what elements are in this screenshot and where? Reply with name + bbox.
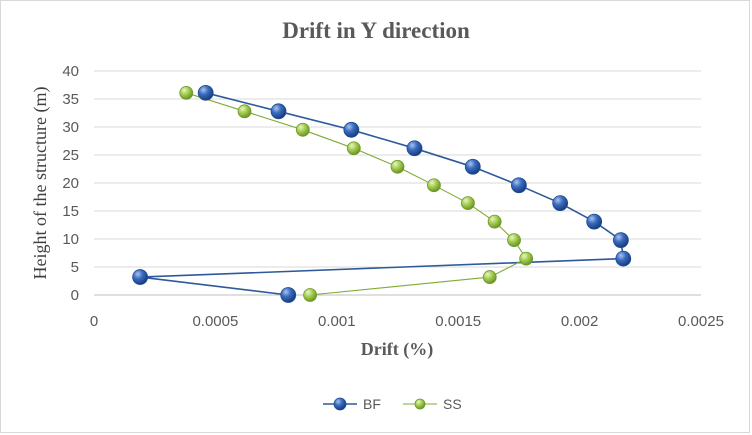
data-point-bf bbox=[406, 140, 423, 157]
x-tick-label: 0.002 bbox=[561, 313, 599, 330]
y-tick-label: 5 bbox=[71, 259, 79, 276]
data-point-bf bbox=[197, 84, 214, 101]
y-tick-label: 20 bbox=[62, 175, 79, 192]
axes: 0 5 10 15 20 25 30 35 40 0 0.0005 0.001 0.0015 0.002 0… bbox=[62, 63, 724, 330]
data-point-ss bbox=[179, 85, 194, 100]
y-tick-label: 35 bbox=[62, 91, 79, 108]
data-point-bf bbox=[280, 287, 297, 303]
y-axis-title: Height of the structure (m) bbox=[30, 87, 51, 280]
data-point-ss bbox=[461, 196, 475, 211]
x-tick-label: 0.001 bbox=[318, 313, 356, 330]
y-tick-label: 30 bbox=[62, 119, 79, 136]
data-point-ss bbox=[295, 122, 310, 137]
x-tick-label: 0.0005 bbox=[192, 313, 238, 330]
series-line-bf bbox=[140, 92, 625, 296]
legend-label-ss: SS bbox=[443, 396, 462, 412]
data-point-bf bbox=[615, 250, 632, 267]
data-point-bf bbox=[464, 158, 481, 175]
data-point-ss bbox=[237, 104, 252, 119]
data-point-bf bbox=[586, 213, 603, 230]
y-tick-label: 0 bbox=[71, 287, 79, 304]
data-point-ss bbox=[519, 251, 534, 266]
series-layer bbox=[132, 84, 632, 303]
data-point-ss bbox=[303, 288, 317, 302]
data-point-bf bbox=[132, 269, 149, 285]
data-point-bf bbox=[343, 121, 360, 138]
data-point-ss bbox=[390, 159, 405, 174]
y-tick-label: 15 bbox=[62, 203, 79, 220]
data-point-bf bbox=[511, 177, 527, 194]
x-tick-label: 0.0015 bbox=[435, 313, 481, 330]
data-point-bf bbox=[270, 103, 287, 120]
data-point-ss bbox=[346, 141, 361, 156]
y-tick-label: 40 bbox=[62, 63, 79, 80]
legend-label-bf: BF bbox=[363, 396, 381, 412]
y-tick-label: 10 bbox=[62, 231, 79, 248]
data-point-ss bbox=[507, 233, 521, 248]
gridlines bbox=[94, 70, 701, 296]
data-point-ss bbox=[427, 178, 441, 193]
data-point-ss bbox=[482, 270, 497, 284]
y-tick-label: 25 bbox=[62, 147, 79, 164]
x-axis-title: Drift (%) bbox=[361, 339, 433, 360]
x-tick-label: 0.0025 bbox=[678, 313, 724, 330]
legend-marker-ss bbox=[414, 398, 426, 410]
legend-marker-bf bbox=[333, 397, 347, 411]
data-point-bf bbox=[612, 232, 629, 249]
legend: BF SS bbox=[323, 396, 462, 412]
chart-title: Drift in Y direction bbox=[282, 18, 470, 43]
x-tick-label: 0 bbox=[90, 313, 98, 330]
data-point-bf bbox=[552, 195, 569, 212]
data-point-ss bbox=[487, 214, 502, 229]
